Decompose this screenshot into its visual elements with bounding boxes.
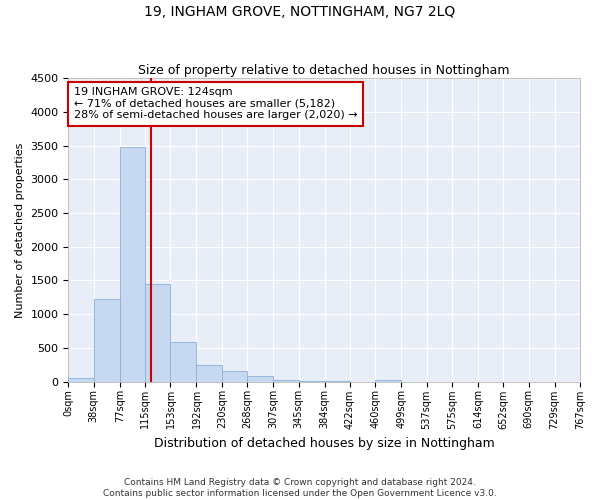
Bar bbox=[120, 147, 145, 382]
Bar bbox=[196, 364, 222, 382]
Bar bbox=[222, 372, 247, 382]
Bar bbox=[68, 378, 94, 382]
Bar bbox=[273, 380, 299, 382]
Text: 19 INGHAM GROVE: 124sqm
← 71% of detached houses are smaller (5,182)
28% of semi: 19 INGHAM GROVE: 124sqm ← 71% of detache… bbox=[74, 88, 357, 120]
Bar bbox=[170, 342, 196, 382]
Bar bbox=[375, 380, 401, 382]
Text: 19, INGHAM GROVE, NOTTINGHAM, NG7 2LQ: 19, INGHAM GROVE, NOTTINGHAM, NG7 2LQ bbox=[145, 5, 455, 19]
Title: Size of property relative to detached houses in Nottingham: Size of property relative to detached ho… bbox=[139, 64, 510, 77]
Bar bbox=[325, 381, 350, 382]
Bar bbox=[299, 381, 325, 382]
Bar bbox=[145, 284, 170, 382]
X-axis label: Distribution of detached houses by size in Nottingham: Distribution of detached houses by size … bbox=[154, 437, 494, 450]
Y-axis label: Number of detached properties: Number of detached properties bbox=[15, 142, 25, 318]
Text: Contains HM Land Registry data © Crown copyright and database right 2024.
Contai: Contains HM Land Registry data © Crown c… bbox=[103, 478, 497, 498]
Bar bbox=[94, 298, 120, 382]
Bar bbox=[247, 376, 273, 382]
